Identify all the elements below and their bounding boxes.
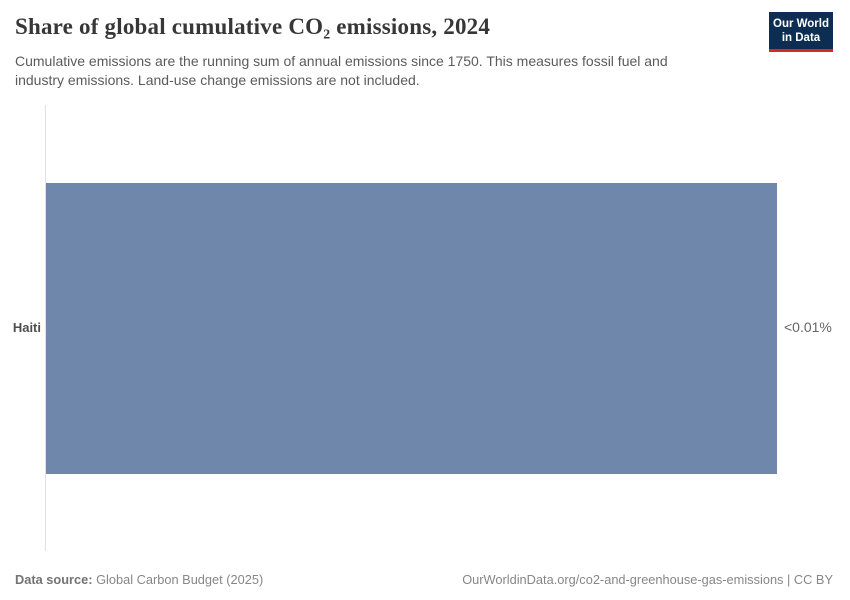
data-source-note: Data source: Global Carbon Budget (2025) — [15, 572, 263, 587]
owid-logo-line2: in Data — [781, 32, 821, 44]
data-source-label: Data source: — [15, 572, 93, 587]
chart-footer: Data source: Global Carbon Budget (2025)… — [15, 572, 833, 587]
y-axis-line — [45, 105, 46, 551]
owid-logo[interactable]: Our World in Data — [769, 12, 833, 52]
page-title: Share of global cumulative CO₂ emissions… — [15, 14, 491, 39]
entity-label-haiti: Haiti — [12, 320, 41, 335]
attribution-link[interactable]: OurWorldinData.org/co2-and-greenhouse-ga… — [462, 572, 833, 587]
owid-logo-line1: Our World — [773, 18, 830, 30]
bar-value-label: <0.01% — [784, 319, 832, 335]
data-source-value: Global Carbon Budget (2025) — [92, 572, 264, 587]
bar-haiti[interactable] — [46, 183, 777, 474]
chart-subtitle: Cumulative emissions are the running sum… — [15, 53, 668, 88]
